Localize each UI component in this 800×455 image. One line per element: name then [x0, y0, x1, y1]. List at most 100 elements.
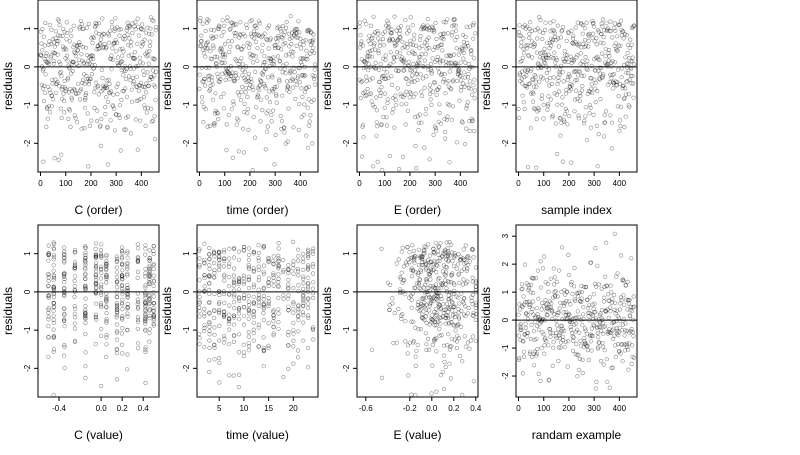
data-point [261, 317, 266, 323]
data-point [203, 107, 208, 112]
data-point [599, 65, 604, 70]
data-point [569, 317, 575, 322]
data-point [311, 246, 316, 251]
data-point [380, 375, 385, 381]
data-point [444, 59, 449, 64]
data-point [464, 103, 470, 108]
data-point [104, 280, 109, 285]
data-point [144, 81, 149, 86]
data-point [93, 255, 98, 260]
data-point [605, 331, 611, 336]
data-point [439, 296, 444, 302]
data-point [431, 299, 436, 304]
data-point [359, 154, 365, 159]
data-point [147, 339, 152, 344]
data-point [216, 262, 222, 267]
data-point [227, 71, 233, 76]
data-point [295, 247, 301, 252]
data-point [93, 253, 98, 258]
data-point [592, 68, 598, 73]
data-point [565, 122, 570, 127]
data-point [39, 53, 44, 58]
data-point [137, 83, 142, 88]
data-point [212, 275, 217, 280]
data-point [230, 70, 235, 75]
data-point [55, 42, 60, 47]
data-point [600, 24, 605, 29]
data-point [147, 281, 152, 287]
data-point [365, 54, 370, 59]
data-point [90, 53, 96, 58]
data-point [227, 316, 232, 321]
data-point [251, 294, 256, 299]
data-point [254, 25, 259, 30]
data-point [609, 290, 614, 295]
data-point [578, 61, 583, 66]
data-point [449, 272, 454, 278]
data-point [530, 276, 535, 281]
data-point [125, 292, 130, 297]
data-point [125, 295, 130, 300]
data-point [46, 252, 51, 257]
data-point [61, 306, 67, 311]
data-point [207, 65, 212, 70]
data-point [613, 311, 618, 316]
data-point [467, 128, 472, 133]
data-point [416, 247, 421, 252]
points-group [38, 15, 159, 169]
data-point [114, 310, 120, 315]
data-point [518, 33, 523, 38]
data-point [618, 18, 624, 23]
data-point [413, 143, 418, 149]
data-point [611, 72, 617, 77]
data-point [607, 327, 612, 332]
data-point [421, 303, 426, 308]
data-point [390, 37, 395, 42]
data-point [246, 293, 251, 299]
data-point [55, 17, 61, 22]
data-point [376, 50, 381, 56]
data-point [125, 306, 130, 311]
data-point [74, 43, 79, 49]
data-point [439, 36, 444, 41]
data-point [443, 364, 448, 370]
data-point [538, 259, 543, 264]
data-point [202, 76, 207, 81]
data-point [462, 257, 467, 262]
data-point [247, 51, 252, 56]
data-point [524, 281, 529, 286]
data-point [444, 80, 449, 85]
data-point [106, 31, 111, 36]
data-point [65, 77, 70, 82]
data-point [292, 33, 297, 38]
data-point [384, 123, 390, 128]
data-point [300, 73, 306, 78]
data-point [234, 122, 239, 127]
data-point [105, 124, 110, 129]
data-point [471, 379, 476, 384]
data-point [419, 51, 424, 57]
data-point [291, 262, 296, 267]
data-point [605, 307, 610, 312]
data-point [452, 63, 457, 68]
data-point [93, 263, 99, 269]
data-point [72, 274, 78, 279]
data-point [610, 79, 616, 84]
x-tick-label: 200 [243, 179, 257, 188]
y-tick-label: 1 [182, 26, 191, 31]
data-point [224, 148, 229, 153]
data-point [443, 91, 448, 96]
y-tick-label: -2 [23, 139, 32, 147]
data-point [399, 270, 404, 275]
data-point [537, 29, 542, 34]
data-point [465, 82, 470, 87]
data-point [574, 341, 579, 347]
data-point [452, 288, 457, 294]
data-point [143, 311, 148, 316]
data-point [67, 108, 73, 113]
data-point [559, 28, 565, 33]
data-point [119, 254, 125, 260]
data-point [273, 132, 278, 137]
data-point [68, 71, 74, 76]
data-point [103, 46, 108, 51]
